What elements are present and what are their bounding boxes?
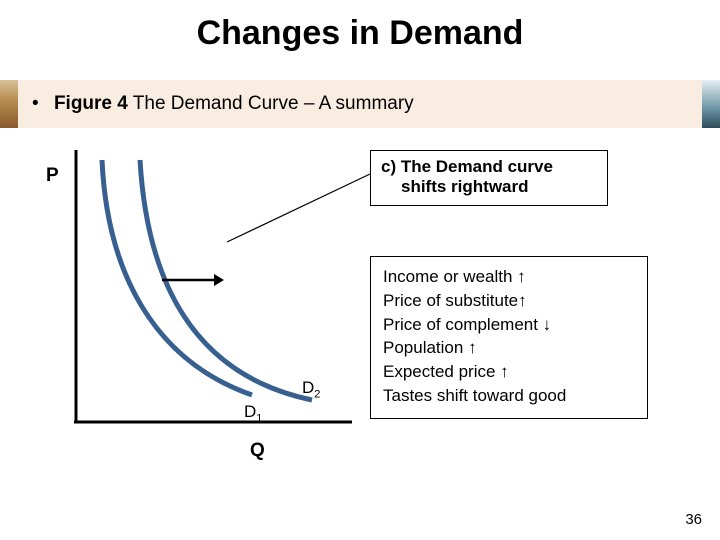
axis-q-label: Q bbox=[250, 440, 265, 462]
shift-arrow-icon bbox=[162, 274, 224, 286]
callout-connector bbox=[227, 174, 370, 242]
reason-item: Expected price ↑ bbox=[383, 360, 635, 384]
callout-line1: c) The Demand curve bbox=[381, 157, 553, 176]
figure-desc: The Demand Curve – A summary bbox=[128, 93, 414, 114]
reason-item: Price of substitute↑ bbox=[383, 289, 635, 313]
figure-caption: • Figure 4 The Demand Curve – A summary bbox=[32, 93, 414, 115]
curve-d1-label: D1 bbox=[244, 402, 262, 424]
bullet-icon: • bbox=[32, 93, 39, 114]
slide-title: Changes in Demand bbox=[0, 0, 720, 53]
figure-number: Figure 4 bbox=[54, 93, 128, 114]
figure-band: • Figure 4 The Demand Curve – A summary bbox=[0, 80, 720, 128]
callout-line2: shifts rightward bbox=[401, 177, 529, 196]
band-content: • Figure 4 The Demand Curve – A summary bbox=[18, 80, 702, 128]
callout-shift: c) The Demand curve shifts rightward bbox=[370, 150, 608, 206]
chart-svg bbox=[62, 150, 372, 435]
callout-reasons: Income or wealth ↑Price of substitute↑Pr… bbox=[370, 256, 648, 419]
reason-item: Population ↑ bbox=[383, 336, 635, 360]
curve-d1 bbox=[102, 160, 252, 395]
curve-d2-label: D2 bbox=[302, 378, 320, 400]
axis-p-label: P bbox=[46, 165, 59, 187]
page-number: 36 bbox=[685, 511, 702, 528]
band-accent-left bbox=[0, 80, 18, 128]
demand-chart bbox=[62, 150, 342, 430]
band-accent-right bbox=[702, 80, 720, 128]
reason-item: Tastes shift toward good bbox=[383, 384, 635, 408]
reason-item: Income or wealth ↑ bbox=[383, 265, 635, 289]
reason-item: Price of complement ↓ bbox=[383, 313, 635, 337]
